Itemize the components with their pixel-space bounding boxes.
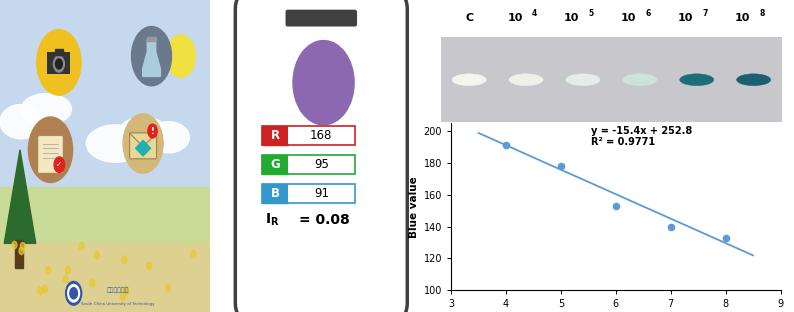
Ellipse shape	[0, 105, 42, 139]
Text: B: B	[271, 187, 279, 200]
Text: 7: 7	[703, 9, 708, 18]
Circle shape	[94, 252, 99, 259]
Text: ✓: ✓	[56, 162, 62, 168]
Circle shape	[29, 117, 72, 183]
Text: $\mathbf{I_R}$: $\mathbf{I_R}$	[264, 212, 279, 228]
Point	[554, 164, 567, 169]
Circle shape	[680, 74, 714, 86]
Circle shape	[64, 275, 68, 283]
Circle shape	[123, 286, 128, 294]
Bar	[263, 126, 288, 145]
Circle shape	[120, 293, 125, 301]
Bar	[263, 155, 288, 174]
Text: 10: 10	[621, 13, 637, 23]
Text: 4: 4	[532, 9, 538, 18]
Text: 10: 10	[735, 13, 750, 23]
Ellipse shape	[21, 94, 71, 125]
Y-axis label: Blue value: Blue value	[409, 176, 419, 237]
Text: 91: 91	[314, 187, 329, 200]
Circle shape	[37, 287, 43, 295]
Circle shape	[191, 250, 196, 258]
Bar	[288, 184, 355, 203]
Bar	[48, 52, 71, 74]
Circle shape	[53, 56, 64, 72]
Bar	[288, 155, 355, 174]
Circle shape	[66, 266, 71, 274]
Circle shape	[54, 157, 64, 173]
Circle shape	[123, 114, 163, 173]
Circle shape	[452, 74, 486, 86]
Circle shape	[19, 247, 24, 255]
Bar	[147, 37, 156, 41]
Circle shape	[67, 285, 79, 302]
Text: y = -15.4x + 252.8: y = -15.4x + 252.8	[591, 126, 692, 136]
Circle shape	[66, 281, 82, 305]
Point	[499, 143, 512, 148]
Circle shape	[90, 280, 94, 287]
Text: 6: 6	[646, 9, 651, 18]
Text: = 0.08: = 0.08	[299, 213, 349, 227]
Ellipse shape	[120, 117, 166, 145]
Circle shape	[509, 74, 543, 86]
FancyBboxPatch shape	[286, 10, 357, 27]
Point	[719, 235, 732, 240]
Circle shape	[167, 35, 195, 77]
Bar	[288, 126, 355, 145]
Text: C: C	[465, 13, 473, 23]
Circle shape	[37, 30, 81, 95]
Bar	[0, 0, 210, 243]
Circle shape	[147, 262, 152, 270]
Text: 168: 168	[310, 129, 333, 142]
Circle shape	[79, 242, 84, 250]
Circle shape	[166, 284, 171, 291]
Circle shape	[737, 74, 771, 86]
Text: 5: 5	[589, 9, 594, 18]
Bar	[441, 37, 782, 122]
Text: 95: 95	[314, 158, 329, 171]
Circle shape	[42, 285, 48, 293]
Ellipse shape	[148, 122, 190, 153]
Ellipse shape	[87, 125, 145, 162]
Text: G: G	[271, 158, 280, 171]
Text: 10: 10	[565, 13, 580, 23]
Text: South China University of Technology: South China University of Technology	[81, 302, 155, 306]
Text: R: R	[271, 129, 280, 142]
Polygon shape	[4, 150, 36, 243]
Circle shape	[566, 74, 600, 86]
FancyBboxPatch shape	[235, 0, 407, 312]
Text: 华南理工大学: 华南理工大学	[106, 287, 129, 293]
Bar	[0, 243, 210, 312]
Circle shape	[121, 256, 127, 264]
Circle shape	[148, 124, 157, 138]
Bar	[15, 240, 23, 268]
Text: !: !	[151, 127, 155, 135]
Circle shape	[46, 267, 51, 274]
Circle shape	[56, 59, 62, 69]
Circle shape	[21, 242, 25, 250]
Circle shape	[12, 241, 17, 249]
FancyBboxPatch shape	[129, 133, 156, 159]
Bar	[55, 49, 63, 55]
Polygon shape	[143, 39, 160, 76]
Text: 10: 10	[507, 13, 522, 23]
Bar	[0, 187, 210, 265]
Circle shape	[70, 288, 78, 299]
Circle shape	[132, 27, 172, 86]
Polygon shape	[136, 140, 150, 156]
Point	[665, 224, 677, 229]
Text: R² = 0.9771: R² = 0.9771	[591, 138, 655, 148]
Circle shape	[293, 41, 354, 125]
Circle shape	[124, 288, 129, 295]
Point	[610, 203, 622, 208]
Text: 8: 8	[760, 9, 765, 18]
Text: 10: 10	[678, 13, 693, 23]
Bar	[263, 184, 288, 203]
FancyBboxPatch shape	[38, 136, 64, 173]
Circle shape	[622, 74, 657, 86]
